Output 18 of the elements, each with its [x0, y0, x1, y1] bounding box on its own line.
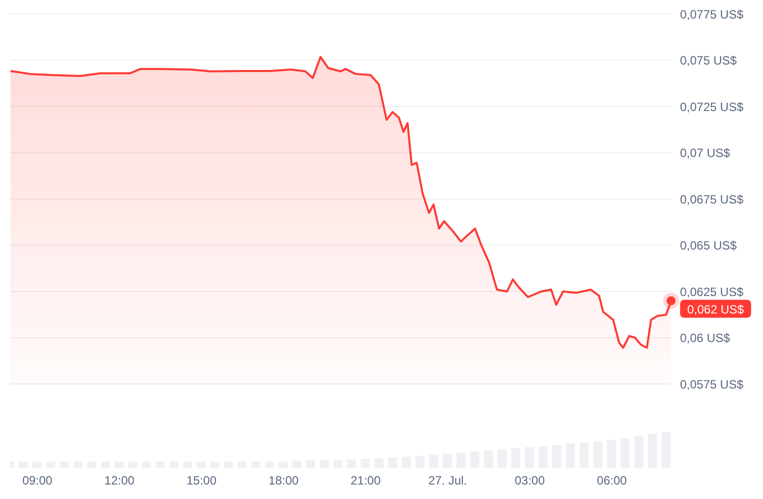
x-tick-label: 06:00: [596, 474, 628, 488]
y-tick-label: 0,065 US$: [680, 238, 738, 253]
y-tick-label: 0,0725 US$: [680, 100, 744, 114]
y-tick-label: 0,0775 US$: [680, 7, 744, 22]
x-tick-label: 15:00: [186, 474, 217, 488]
y-tick-label: 0,0625 US$: [680, 284, 744, 299]
y-tick-label: 0,0575 US$: [680, 377, 744, 392]
x-tick-label: 27. Jul.: [428, 474, 468, 488]
y-tick-label: 0,0675 US$: [680, 192, 744, 206]
x-tick-label: 21:00: [350, 474, 381, 488]
y-tick-label: 0,06 US$: [680, 331, 730, 346]
data-label: 0,062 US$: [687, 302, 744, 316]
x-tick-label: 09:00: [22, 474, 53, 488]
x-tick-label: 18:00: [268, 474, 299, 488]
y-tick-label: 0,07 US$: [680, 146, 730, 160]
x-tick-label: 03:00: [514, 474, 546, 488]
x-tick-label: 12:00: [104, 474, 135, 488]
y-tick-label: 0,075 US$: [680, 54, 738, 68]
